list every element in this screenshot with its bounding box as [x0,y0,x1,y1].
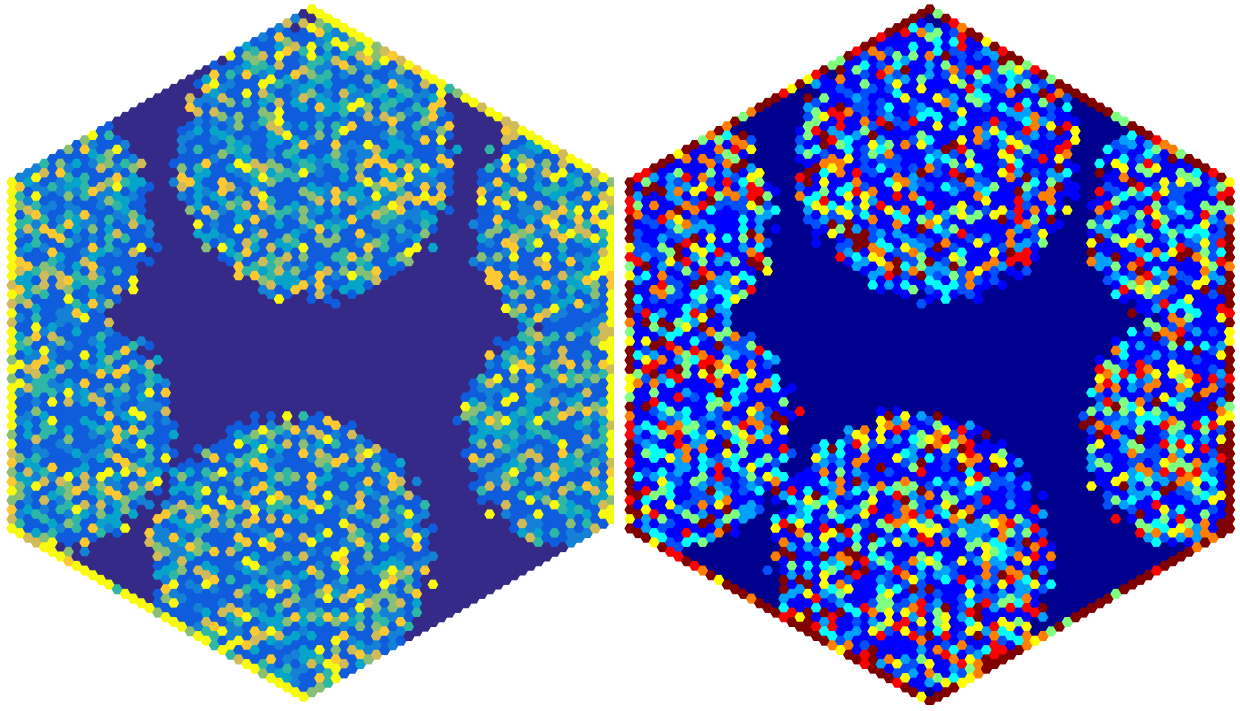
hex-cell [605,242,614,253]
hex-cell [605,345,614,356]
hex-cell [605,476,614,487]
hex-cell [605,186,614,197]
hex-cell [605,327,614,337]
hex-cell [605,233,614,244]
hex-heatmap-jet [624,4,1236,705]
hex-cell [605,467,614,478]
hex-cell [605,401,614,412]
hex-cell [605,280,614,291]
hex-cell [605,299,614,309]
hex-cell [605,439,614,450]
hex-cell [605,458,614,468]
hex-cell [605,205,614,216]
hex-cell [605,486,614,496]
hex-cell [605,270,614,281]
hex-cell [605,177,614,188]
hex-cell [605,364,614,375]
hex-heatmap-parula [6,4,614,702]
hex-cell [605,289,614,300]
hex-cell [605,261,614,272]
hex-cell [605,448,614,459]
hex-cell [605,504,614,515]
hex-cell [605,495,614,506]
hex-cell [605,214,614,225]
hex-cell [605,252,614,263]
hex-cell [605,411,614,422]
hex-cell [605,308,614,319]
hex-cell [605,317,614,328]
hex-cell [605,224,614,235]
hex-cell [605,336,614,347]
hex-cell [605,429,614,440]
hex-cell [605,355,614,366]
hex-cell [605,383,614,394]
hex-cell [605,420,614,431]
hex-cell [605,392,614,403]
hex-cell [605,196,614,207]
hex-cell [605,373,614,384]
hex-cell [605,514,614,525]
